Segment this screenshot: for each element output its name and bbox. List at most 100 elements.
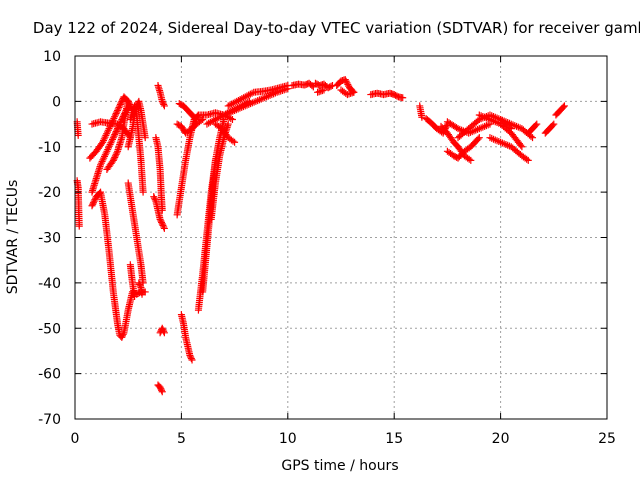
- data-point: [114, 125, 122, 133]
- y-tick-label: -30: [38, 231, 61, 247]
- data-point: [90, 197, 98, 205]
- data-point: [119, 330, 127, 338]
- data-point: [192, 116, 200, 124]
- data-point: [156, 215, 164, 223]
- data-point: [107, 139, 115, 147]
- data-point: [99, 156, 107, 164]
- data-point: [109, 156, 117, 164]
- data-point: [141, 134, 149, 142]
- data-point: [110, 155, 118, 163]
- data-point: [224, 120, 232, 128]
- data-point: [135, 279, 143, 287]
- data-point: [101, 151, 109, 159]
- data-point: [474, 135, 482, 143]
- data-point: [158, 220, 166, 228]
- data-point: [109, 116, 117, 124]
- data-point: [101, 133, 109, 141]
- data-point: [308, 82, 316, 90]
- data-point: [100, 154, 108, 162]
- data-point: [113, 149, 121, 157]
- data-point: [116, 102, 124, 110]
- data-point: [75, 222, 83, 230]
- data-point: [467, 156, 475, 164]
- data-point: [124, 97, 132, 105]
- y-tick-label: -50: [38, 321, 61, 337]
- y-axis-label: SDTVAR / TECUs: [5, 180, 21, 295]
- data-point: [102, 131, 110, 139]
- grid: [75, 56, 607, 419]
- x-tick-label: 0: [71, 431, 80, 447]
- x-tick-label: 5: [177, 431, 186, 447]
- x-tick-label: 10: [279, 431, 297, 447]
- data-point: [160, 327, 168, 335]
- data-point: [344, 80, 352, 88]
- data-point: [465, 155, 473, 163]
- data-point: [284, 85, 292, 93]
- data-point: [107, 119, 115, 127]
- data-point: [105, 144, 113, 152]
- data-point: [532, 121, 540, 129]
- data-point: [110, 132, 118, 140]
- data-point: [103, 147, 111, 155]
- data-point: [111, 129, 119, 137]
- data-point: [160, 224, 168, 232]
- data-point: [158, 206, 166, 214]
- data-point: [103, 128, 111, 136]
- data-point: [549, 121, 557, 129]
- data-point: [158, 218, 166, 226]
- data-point: [99, 137, 107, 145]
- data-point: [150, 194, 158, 202]
- data-point: [100, 135, 108, 143]
- data-point: [159, 221, 167, 229]
- data-points: [73, 76, 568, 396]
- y-tick-label: -70: [38, 412, 61, 428]
- x-tick-label: 15: [385, 431, 403, 447]
- data-point: [118, 333, 126, 341]
- data-point: [160, 102, 168, 110]
- data-point: [88, 202, 96, 210]
- data-point: [229, 137, 237, 145]
- data-point: [114, 106, 122, 114]
- data-point: [350, 88, 358, 96]
- data-point: [160, 100, 168, 108]
- data-point: [89, 200, 97, 208]
- data-point: [197, 117, 205, 125]
- data-point: [106, 140, 114, 148]
- data-point: [98, 157, 106, 165]
- data-point: [399, 94, 407, 102]
- data-point: [309, 83, 317, 91]
- data-point: [103, 130, 111, 138]
- data-point: [110, 114, 118, 122]
- data-point: [114, 105, 122, 113]
- data-point: [159, 99, 167, 107]
- data-point: [112, 128, 120, 136]
- data-point: [74, 131, 82, 139]
- data-point: [138, 290, 146, 298]
- data-point: [111, 111, 119, 119]
- data-point: [475, 134, 483, 142]
- data-point: [107, 121, 115, 129]
- data-point: [89, 199, 97, 207]
- data-point: [118, 97, 126, 105]
- x-tick-label: 20: [492, 431, 510, 447]
- data-point: [187, 355, 195, 362]
- data-point: [150, 193, 158, 201]
- data-point: [158, 324, 166, 332]
- data-point: [99, 138, 107, 146]
- data-point: [524, 156, 532, 164]
- data-point: [112, 109, 120, 117]
- data-point: [327, 82, 335, 90]
- data-point: [156, 383, 164, 391]
- data-point: [111, 131, 119, 139]
- data-point: [105, 125, 113, 133]
- y-tick-label: -20: [38, 185, 61, 201]
- y-tick-label: -60: [38, 367, 61, 383]
- data-point: [111, 152, 119, 160]
- data-point: [199, 116, 207, 124]
- data-point: [104, 146, 112, 154]
- data-point: [102, 149, 110, 157]
- data-point: [517, 141, 525, 149]
- x-axis-label: GPS time / hours: [281, 458, 398, 474]
- data-point: [91, 196, 99, 204]
